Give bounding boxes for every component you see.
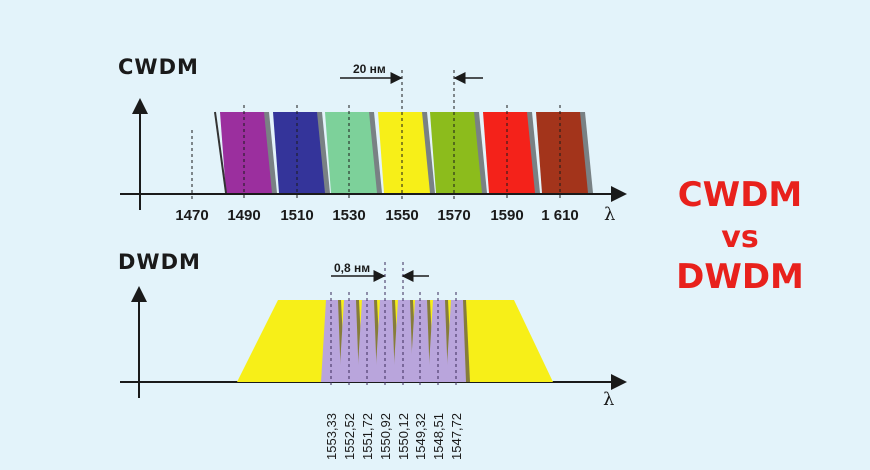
cwdm-tick: 1470 — [175, 207, 208, 224]
dwdm-chart: 1553,33 1552,52 1551,72 1550,92 1550,12 1549,… — [120, 261, 627, 460]
cwdm-channel — [378, 112, 430, 193]
cwdm-channel — [483, 112, 535, 193]
dwdm-channels — [321, 300, 470, 382]
cwdm-tick: 1510 — [280, 207, 313, 224]
cwdm-title: CWDM — [118, 55, 199, 79]
heading-cwdm: CWDM — [677, 175, 803, 215]
cwdm-channel — [220, 112, 272, 193]
cwdm-tick: 1490 — [227, 207, 260, 224]
cwdm-gridlines — [191, 70, 561, 200]
heading-vs: vs — [721, 220, 759, 255]
cwdm-tick: 1530 — [332, 207, 365, 224]
dwdm-title: DWDM — [118, 250, 201, 274]
dwdm-tick: 1550,12 — [396, 413, 411, 460]
heading-dwdm: DWDM — [676, 257, 804, 297]
dwdm-tick: 1553,33 — [324, 413, 339, 460]
dwdm-tick: 1552,52 — [342, 413, 357, 460]
cwdm-tick: 1 610 — [541, 207, 579, 224]
cwdm-channel — [430, 112, 482, 193]
dwdm-tick: 1550,92 — [378, 413, 393, 460]
dwdm-lambda-label: λ — [603, 389, 614, 410]
cwdm-tick: 1570 — [437, 207, 470, 224]
dwdm-tick-labels: 1553,33 1552,52 1551,72 1550,92 1550,12 1549,… — [324, 413, 464, 460]
dwdm-spacing-label: 0,8 нм — [334, 261, 370, 275]
dwdm-tick: 1549,32 — [413, 413, 428, 460]
cwdm-channel — [536, 112, 588, 193]
cwdm-channel — [325, 112, 377, 193]
cwdm-tick-labels: 1470 1490 1510 1530 1550 1570 1590 1 610 — [175, 207, 578, 224]
dwdm-tick: 1547,72 — [449, 413, 464, 460]
cwdm-chart: 1470 1490 1510 1530 1550 1570 1590 1 610 λ 20 н… — [120, 62, 627, 225]
cwdm-channels — [214, 111, 593, 194]
cwdm-channel — [273, 112, 325, 193]
cwdm-spacing-label: 20 нм — [353, 62, 386, 76]
dwdm-tick: 1548,51 — [431, 413, 446, 460]
cwdm-tick: 1590 — [490, 207, 523, 224]
dwdm-gridlines — [330, 262, 457, 388]
cwdm-tick: 1550 — [385, 207, 418, 224]
dwdm-tick: 1551,72 — [360, 413, 375, 460]
cwdm-lambda-label: λ — [604, 204, 615, 225]
